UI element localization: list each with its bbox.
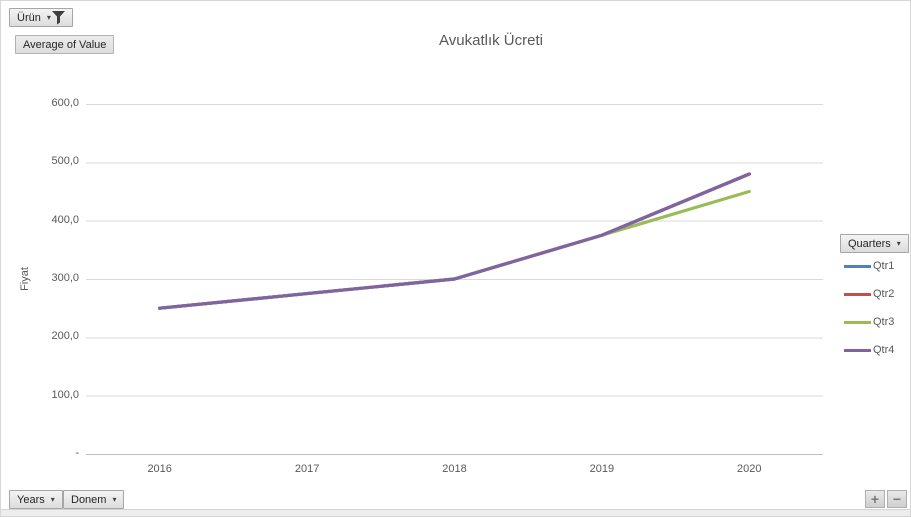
- filter-field-label: Ürün: [17, 11, 41, 24]
- series-line-Qtr2[interactable]: [158, 172, 751, 310]
- chevron-down-icon: ▾: [112, 495, 117, 504]
- x-tick-label: 2020: [737, 463, 762, 475]
- axis-field-label: Donem: [71, 493, 107, 506]
- y-tick-label: -: [75, 447, 79, 459]
- legend-label: Qtr1: [873, 260, 895, 272]
- y-tick-label: 300,0: [51, 272, 79, 284]
- expand-field-button[interactable]: +: [865, 490, 885, 508]
- y-tick-label: 100,0: [51, 388, 79, 401]
- y-tick-label: 600,0: [51, 97, 79, 109]
- legend-label: Qtr2: [873, 288, 895, 300]
- x-tick-label: 2017: [294, 463, 320, 475]
- chart-bottom-edge: [1, 509, 910, 516]
- legend-field-label: Quarters: [848, 237, 891, 250]
- legend-label: Qtr4: [873, 344, 895, 356]
- axis-field-button-donem[interactable]: Donem ▾: [63, 490, 125, 509]
- series-line-Qtr1[interactable]: [158, 172, 751, 310]
- y-tick-label: 400,0: [51, 213, 79, 226]
- legend-item-Qtr3: Qtr3: [844, 312, 908, 332]
- series-line-Qtr4[interactable]: [158, 172, 751, 310]
- legend-label: Qtr3: [873, 316, 895, 328]
- x-tick-label: 2016: [147, 463, 172, 475]
- x-tick-label: 2018: [442, 463, 467, 475]
- collapse-field-button[interactable]: −: [887, 490, 907, 508]
- value-field-button[interactable]: Average of Value: [15, 35, 115, 54]
- filter-field-button-urun[interactable]: Ürün ▾: [9, 8, 73, 27]
- chevron-down-icon: ▾: [50, 495, 55, 504]
- legend-swatch: [844, 292, 871, 296]
- value-field-label: Average of Value: [23, 38, 107, 51]
- legend-item-Qtr1: Qtr1: [844, 256, 908, 276]
- chevron-down-icon: ▾: [46, 13, 51, 22]
- axis-field-button-years[interactable]: Years ▾: [9, 490, 63, 509]
- axis-field-label: Years: [17, 493, 45, 506]
- legend-swatch: [844, 320, 871, 324]
- legend-item-Qtr2: Qtr2: [844, 284, 908, 304]
- legend-item-Qtr4: Qtr4: [844, 340, 908, 360]
- legend-swatch: [844, 264, 871, 268]
- funnel-icon: [51, 10, 65, 24]
- chart-title: Avukatlık Ücreti: [439, 32, 543, 49]
- legend-swatch: [844, 348, 871, 352]
- chevron-down-icon: ▾: [896, 239, 901, 248]
- series-line-Qtr3[interactable]: [158, 189, 751, 310]
- legend-field-button-quarters[interactable]: Quarters ▾: [840, 234, 909, 253]
- y-tick-label: 500,0: [51, 155, 79, 168]
- x-tick-label: 2019: [589, 463, 615, 475]
- y-tick-label: 200,0: [51, 330, 79, 343]
